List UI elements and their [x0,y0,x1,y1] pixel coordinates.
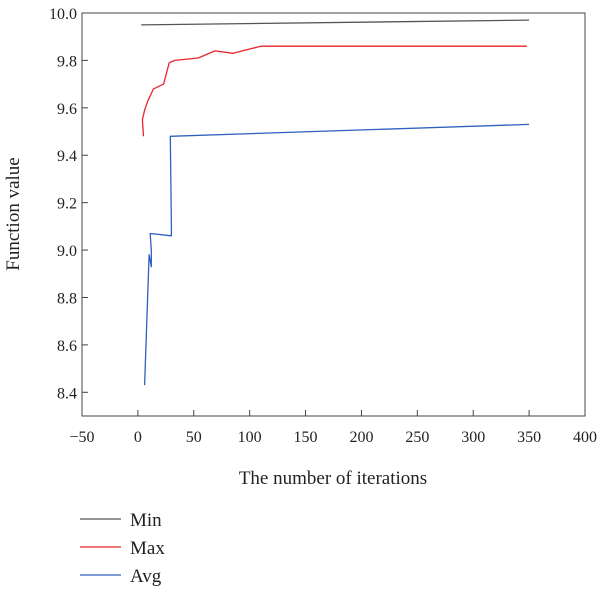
y-axis-ticks: 8.4 8.6 8.8 9.0 9.2 9.4 9.6 9.8 10.0 [49,6,88,402]
y-tick-label: 9.0 [57,243,77,260]
x-tick-label: 400 [573,429,597,446]
x-axis-ticks: −50 0 50 100 150 200 250 300 350 400 [69,410,597,446]
y-tick-label: 10.0 [49,6,77,23]
x-tick-label: 100 [238,429,262,446]
y-tick-label: 8.4 [57,385,77,402]
legend-label-max: Max [130,538,165,559]
series-layer [141,19,530,386]
series-line-max [141,45,527,137]
y-tick-label: 8.8 [57,290,77,307]
x-tick-label: 50 [186,429,202,446]
y-axis-title: Function value [3,157,24,270]
x-tick-label: 200 [349,429,373,446]
plot-area [81,12,586,417]
plot-frame [81,12,586,417]
x-tick-label: 250 [405,429,429,446]
legend: Min Max Avg [80,510,165,587]
y-tick-label: 9.2 [57,196,77,213]
legend-label-min: Min [130,510,162,531]
x-axis-title: The number of iterations [239,468,427,489]
x-tick-label: 300 [461,429,485,446]
legend-label-avg: Avg [130,566,162,587]
x-tick-label: 150 [294,429,318,446]
x-tick-label: −50 [69,429,94,446]
y-tick-label: 9.4 [57,148,77,165]
y-tick-label: 9.6 [57,101,77,118]
y-tick-label: 8.6 [57,338,77,355]
x-tick-label: 350 [517,429,541,446]
y-tick-label: 9.8 [57,53,77,70]
series-line-min [141,19,530,26]
series-line-avg [143,123,530,386]
x-tick-label: 0 [134,429,142,446]
